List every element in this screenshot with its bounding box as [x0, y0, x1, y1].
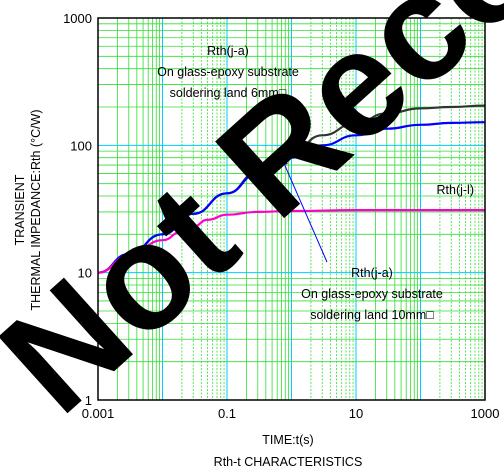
- x-tick-label: 0.1: [218, 406, 236, 421]
- x-tick-label: 1000: [471, 406, 500, 421]
- annotation-text: Rth(j-a): [207, 44, 249, 58]
- chart-caption: Rth-t CHARACTERISTICS: [214, 455, 363, 469]
- series-line: [97, 209, 485, 274]
- x-tick-label: 0.001: [82, 406, 115, 421]
- annotation-arrowhead: [281, 157, 288, 167]
- annotation-text: On glass-epoxy substrate: [157, 65, 299, 79]
- annotation-text: Rth(j-l): [437, 183, 475, 197]
- x-tick-label: 10: [349, 406, 363, 421]
- y-axis-title-line1: TRANSIENT: [13, 174, 27, 245]
- y-tick-label: 10: [78, 266, 92, 281]
- tick-labels: 0.001 0.1 10 1000 1 10 100 1000: [63, 11, 499, 421]
- annotation-text: soldering land 6mm□: [170, 86, 287, 100]
- annotation-text: soldering land 10mm□: [310, 308, 434, 322]
- annotation-text: On glass-epoxy substrate: [301, 287, 443, 301]
- y-tick-label: 1000: [63, 11, 92, 26]
- annotation-text: Rth(j-a): [351, 266, 393, 280]
- annotation-arrowhead: [358, 113, 368, 121]
- series-line: [97, 121, 486, 274]
- y-axis-title-line2: THERMAL IMPEDANCE:Rth (°C/W): [29, 109, 43, 310]
- plot-frame: [97, 17, 486, 401]
- annotation-arrow-line: [281, 157, 328, 263]
- grid: [97, 18, 485, 401]
- y-tick-label: 100: [70, 138, 92, 153]
- series-group: [97, 104, 486, 274]
- y-tick-label: 1: [85, 393, 92, 408]
- x-axis-title: TIME:t(s): [262, 433, 313, 447]
- annotations: Rth(j-a) On glass-epoxy substrate solderin…: [157, 44, 474, 322]
